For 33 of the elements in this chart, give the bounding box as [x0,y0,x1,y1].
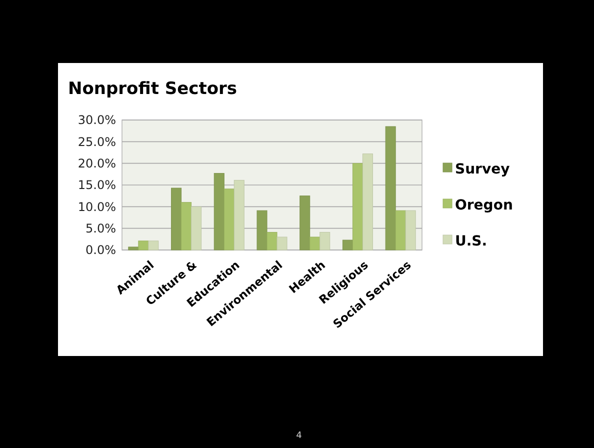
bar [148,240,159,250]
y-tick-label: 25.0% [78,134,116,149]
bar [405,210,416,250]
bar [224,188,234,250]
bar [128,246,139,250]
y-tick-label: 30.0% [78,113,116,128]
bar [320,232,330,250]
y-tick-label: 15.0% [78,178,116,192]
y-tick-label: 0.0% [86,243,116,258]
bar [191,206,202,250]
bar [214,173,224,250]
bar [395,210,406,250]
bar [300,196,310,250]
bar [362,154,373,250]
bar [171,188,182,250]
y-tick-label: 20.0% [78,156,116,171]
bar [276,236,288,250]
text: 4 [296,431,302,441]
legend-label: U.S. [455,234,488,250]
bar [352,163,363,250]
bar [181,202,192,250]
bar [138,240,149,250]
y-tick-label: 10.0% [78,200,116,214]
bar [234,180,244,250]
chart-title: Nonprofit Sectors [68,79,238,99]
y-tick-label: 5.0% [86,222,116,236]
bar [342,240,353,250]
legend-label: Oregon [455,198,513,214]
bar [266,232,278,250]
bar [310,236,320,250]
legend-label: Survey [455,162,510,178]
bar [256,210,268,250]
bar [385,126,396,250]
